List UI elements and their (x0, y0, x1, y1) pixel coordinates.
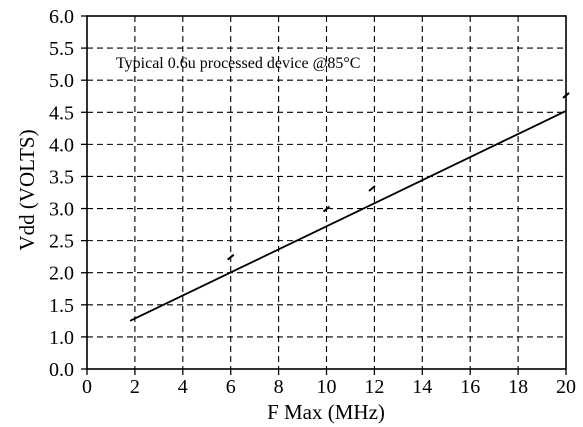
y-tick-labels: 0.0 1.0 1.5 2.0 2.5 3.0 3.5 4.0 4.5 5.0 5.5 6.0 (49, 6, 74, 381)
tick-marks (81, 15, 567, 375)
y-tick-label: 5.0 (49, 70, 74, 92)
y-tick-label: 1.0 (49, 327, 74, 349)
y-tick-label: 3.0 (49, 199, 74, 221)
x-tick-label: 4 (178, 376, 188, 398)
y-tick-label: 1.5 (49, 295, 74, 317)
y-tick-label: 2.5 (49, 231, 74, 253)
x-tick-label: 6 (226, 376, 236, 398)
y-tick-label: 4.0 (49, 134, 74, 156)
x-tick-label: 12 (364, 376, 384, 398)
y-tick-label: 2.0 (49, 263, 74, 285)
x-tick-label: 14 (412, 376, 432, 398)
x-tick-label: 20 (556, 376, 576, 398)
x-tick-label: 0 (82, 376, 92, 398)
x-tick-labels: 0 2 4 6 8 10 12 14 16 18 20 (82, 376, 576, 398)
grid-lines (87, 16, 566, 369)
y-tick-label: 6.0 (49, 6, 74, 28)
x-axis-title: F Max (MHz) (267, 400, 385, 424)
x-tick-label: 16 (460, 376, 480, 398)
series-line (129, 110, 567, 322)
series (129, 92, 570, 322)
data-point-marker (562, 92, 570, 99)
y-tick-label: 4.5 (49, 102, 74, 124)
data-point-marker (368, 185, 376, 192)
y-tick-label: 3.5 (49, 166, 74, 188)
x-tick-label: 18 (508, 376, 528, 398)
y-tick-label: 5.5 (49, 38, 74, 60)
y-tick-label: 0.0 (49, 359, 74, 381)
y-axis-title: Vdd (VOLTS) (15, 129, 39, 250)
data-point-marker (227, 253, 235, 261)
x-tick-label: 2 (130, 376, 140, 398)
x-tick-label: 10 (317, 376, 337, 398)
annotation: Typical 0.6u processed device @85°C (116, 55, 360, 72)
data-point-marker (322, 205, 331, 213)
x-tick-label: 8 (274, 376, 284, 398)
